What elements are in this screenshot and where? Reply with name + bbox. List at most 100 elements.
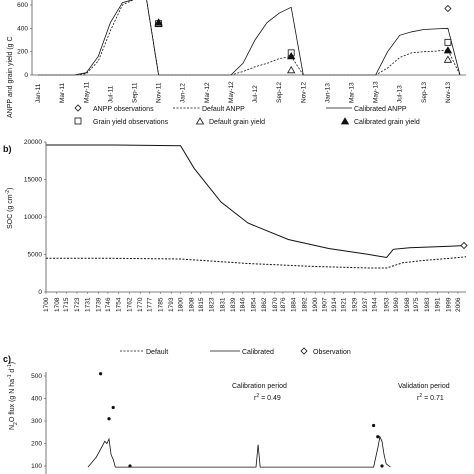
panel-a-chart: ANPP and grain yield (g C 0200400600 Jan… (7, 0, 466, 126)
panel-c-ylabel-p2: O flux (g N ha (9, 379, 16, 422)
panel-b-y-tick-label: 20000 (24, 139, 42, 146)
panel-a-x-tick-label: Sep-13 (421, 82, 428, 103)
panel-b-x-tick-label: 1708 (54, 297, 61, 312)
legend-default-anpp-label: Default ANPP (202, 106, 245, 113)
panel-b-x-tick-label: 1862 (261, 297, 268, 312)
panel-c-lines (88, 437, 390, 467)
panel-a-marker-default-grain-yield (288, 67, 295, 73)
calibration-r2-label: r2 = 0.49 (254, 393, 281, 402)
panel-c-observation-point (372, 424, 375, 427)
panel-b-x-tick-label: 1808 (188, 297, 195, 312)
panel-a-x-tick-label: Jan-12 (180, 83, 187, 103)
panel-a-marker-anpp-observations (445, 6, 451, 12)
panel-a-x-tick-label: May-12 (228, 81, 235, 103)
panel-a-legend: ANPP observations Default ANPP Calibrate… (75, 105, 420, 126)
panel-b-x-tick-label: 1762 (126, 297, 133, 312)
panel-a-markers (155, 6, 451, 73)
panel-b-x-tick-label: 1870 (272, 297, 279, 312)
panel-c-observation-point (376, 435, 379, 438)
panel-b-x-tick-label: 1731 (85, 297, 92, 312)
panel-b-y-tick-label: 5000 (28, 252, 43, 259)
panel-a-marker-grain-yield-observations (445, 39, 451, 45)
panel-b-x-tick-label: 1854 (250, 297, 257, 312)
panel-c-observation-point (380, 464, 383, 467)
panel-b-x-tick-label: 1900 (312, 297, 319, 312)
panel-b-x-tick-label: 1907 (322, 297, 329, 312)
panel-a-x-tick-label: Jul-13 (397, 85, 404, 103)
panel-b-x-tick-label: 1892 (301, 297, 308, 312)
legend-grain-obs-marker (75, 118, 81, 124)
panel-b-label: b) (3, 144, 12, 154)
panel-c-y-tick-label: 100 (31, 463, 42, 470)
panel-b-x-tick-label: 1991 (435, 297, 442, 312)
panel-a-x-tick-label: Jan-13 (324, 83, 331, 103)
panel-b-legend: Default Calibrated Observation (120, 348, 351, 356)
panel-a-y-tick-label: 200 (17, 49, 28, 56)
panel-c-y-ticks: 100200300400500 (31, 373, 46, 470)
panel-b-x-tick-label: 1975 (413, 297, 420, 312)
panel-b-x-tick-label: 1876 (280, 297, 287, 312)
legend-calibrated-label: Calibrated (242, 349, 274, 356)
legend-anpp-obs-marker (75, 105, 81, 111)
panel-a-x-tick-label: Nov-12 (300, 82, 307, 103)
panel-a-x-tick-label: Sep-11 (131, 82, 138, 103)
legend-calibrated-anpp-label: Calibrated ANPP (354, 106, 407, 113)
panel-c-y-tick-label: 400 (31, 396, 42, 403)
panel-a-series-default-anpp (38, 0, 460, 75)
panel-c-y-tick-label: 200 (31, 441, 42, 448)
panel-b-x-tick-label: 1983 (424, 297, 431, 312)
panel-b-x-tick-label: 1831 (219, 297, 226, 312)
panel-c-observation-point (128, 464, 131, 467)
panel-c-observation-point (107, 417, 110, 420)
legend-observation-marker (301, 348, 307, 354)
panel-b-x-tick-label: 1746 (105, 297, 112, 312)
panel-b-x-tick-label: 1754 (116, 297, 123, 312)
legend-grain-obs-label: Grain yield observations (93, 119, 169, 126)
panel-a-lines (38, 0, 460, 75)
panel-a-y-ticks: 0200400600 (17, 2, 32, 79)
panel-c-simulated-flux (88, 437, 390, 467)
validation-r2-label: r2 = 0.71 (417, 393, 444, 402)
panel-a-x-tick-label: Nov-13 (445, 82, 452, 103)
panel-b-y-tick-label: 0 (38, 289, 42, 296)
panel-a-x-tick-label: Jan-11 (35, 83, 42, 103)
panel-b-x-tick-label: 1944 (371, 297, 378, 312)
panel-a-series-calibrated-anpp (38, 0, 460, 75)
panel-b-markers (461, 243, 467, 249)
panel-b-ylabel-end: ) (7, 188, 14, 190)
panel-b-x-tick-label: 1999 (446, 297, 453, 312)
panel-b-x-tick-label: 1960 (393, 297, 400, 312)
legend-anpp-obs-label: ANPP observations (93, 106, 154, 113)
panel-a-x-tick-label: Mar-12 (204, 82, 211, 103)
panel-b-marker-observation (461, 243, 467, 249)
panel-a-y-tick-label: 0 (24, 72, 28, 79)
panel-c-observation-point (112, 406, 115, 409)
panel-b-x-tick-label: 1884 (291, 297, 298, 312)
panel-b-series-default (46, 257, 466, 268)
panel-c-observation-point (99, 372, 102, 375)
validation-r2-rest: = 0.71 (422, 395, 444, 402)
panel-a-marker-default-grain-yield (444, 56, 451, 62)
panel-a-x-ticks: Jan-11Mar-11May-11Jul-11Sep-11Nov-11Jan-… (35, 81, 452, 103)
panel-b-x-tick-label: 1914 (331, 297, 338, 312)
panel-a-x-tick-label: May-13 (373, 81, 380, 103)
panel-a-x-tick-label: Jul-12 (252, 85, 259, 103)
calibration-r2-rest: = 0.49 (259, 395, 281, 402)
panel-a-x-tick-label: Jul-11 (107, 85, 114, 103)
legend-default-grain-label: Default grain yield (209, 119, 265, 126)
panel-c-ylabel-p6: ) (9, 362, 16, 364)
panel-b-x-tick-label: 1770 (137, 297, 144, 312)
panel-c-y-tick-label: 300 (31, 418, 42, 425)
panel-b-x-tick-label: 1785 (157, 297, 164, 312)
panel-b-x-ticks: 1700170817151723173117391746175417621770… (43, 292, 462, 312)
panel-a-ylabel: ANPP and grain yield (g C (7, 36, 14, 118)
panel-b-series-calibrated (46, 145, 466, 258)
panel-a-x-tick-label: Sep-12 (276, 82, 283, 103)
panel-c-ylabel: N2O flux (g N ha-1 d-1) (7, 362, 19, 430)
panel-b-x-tick-label: 1953 (384, 297, 391, 312)
panel-b-lines (46, 145, 466, 268)
panel-b-y-tick-label: 15000 (24, 177, 42, 184)
panel-c-chart: c) N2O flux (g N ha-1 d-1) 1002003004005… (3, 354, 450, 474)
panel-b-x-tick-label: 1739 (96, 297, 103, 312)
